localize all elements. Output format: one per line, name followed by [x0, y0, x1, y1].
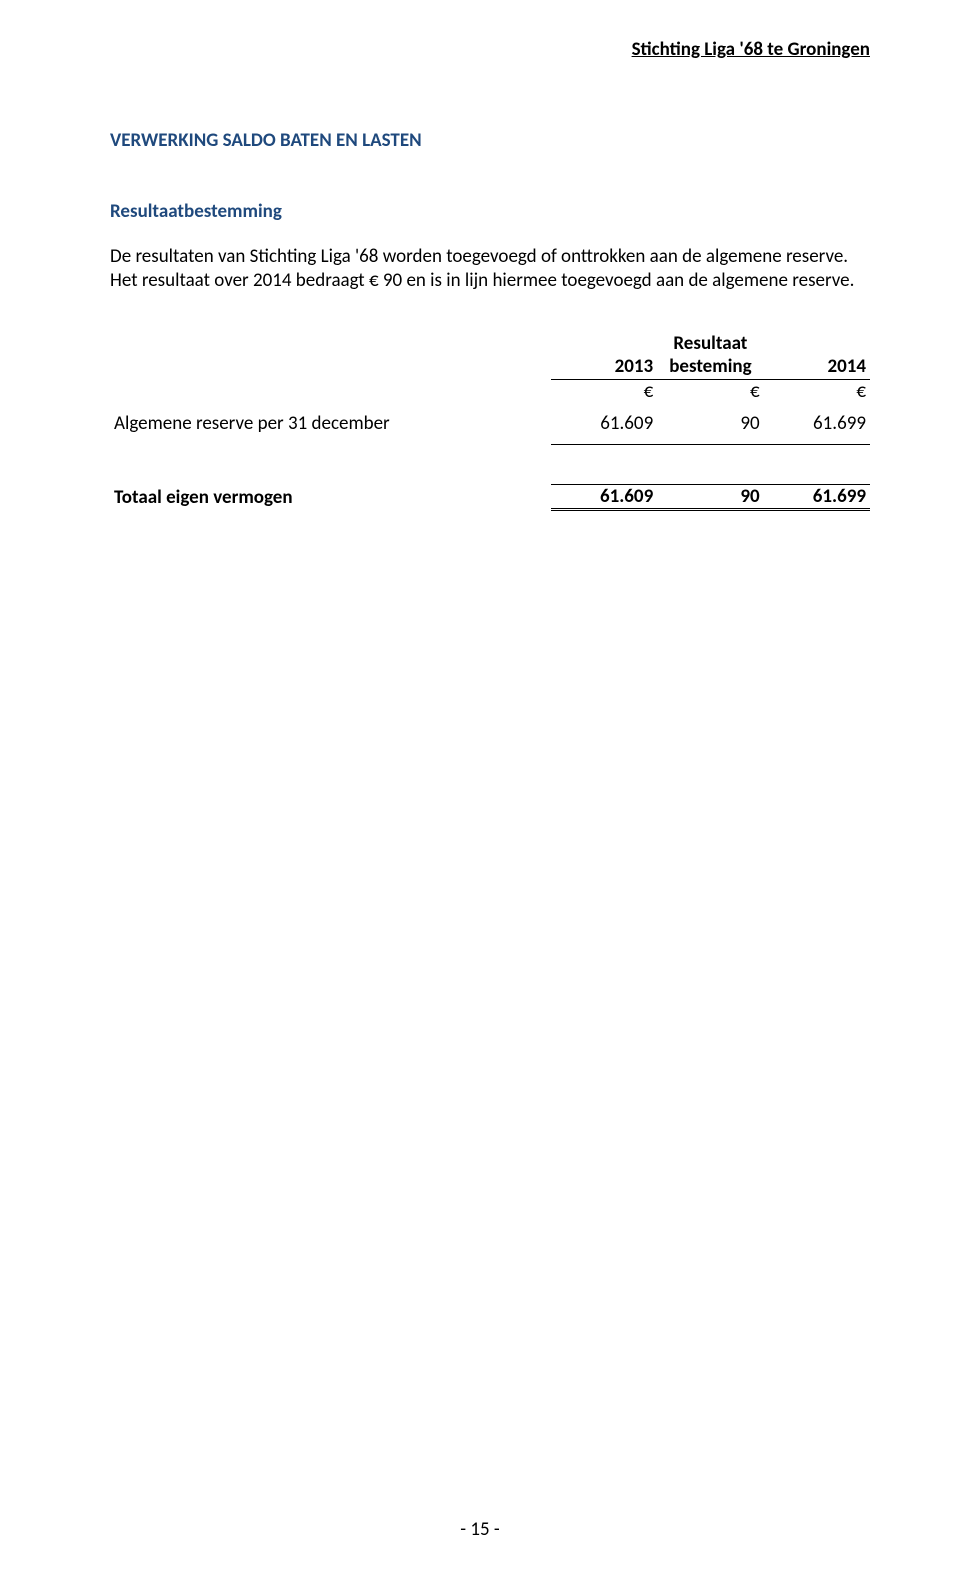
col-mid-top: Resultaat — [657, 332, 763, 356]
total-label: Totaal eigen vermogen — [110, 484, 551, 510]
header-row-2: 2013 besteming 2014 — [110, 355, 870, 379]
page-number: - 15 - — [0, 1518, 960, 1541]
euro-1: € — [551, 380, 657, 404]
row-label: Algemene reserve per 31 december — [110, 412, 551, 436]
cell-c3: 61.699 — [764, 412, 870, 436]
cell-c1: 61.609 — [551, 412, 657, 436]
col-right: 2014 — [764, 355, 870, 379]
page-container: Stichting Liga '68 te Groningen VERWERKI… — [0, 0, 960, 1581]
data-row: Algemene reserve per 31 december 61.609 … — [110, 412, 870, 436]
header-row-1: Resultaat — [110, 332, 870, 356]
currency-row: € € € — [110, 380, 870, 404]
euro-3: € — [764, 380, 870, 404]
intro-paragraph: De resultaten van Stichting Liga '68 wor… — [110, 245, 870, 294]
col-mid-bottom: besteming — [657, 355, 763, 379]
total-c1: 61.609 — [551, 484, 657, 510]
page-header: Stichting Liga '68 te Groningen — [110, 38, 870, 61]
euro-2: € — [657, 380, 763, 404]
col-left: 2013 — [551, 355, 657, 379]
total-c2: 90 — [657, 484, 763, 510]
total-row: Totaal eigen vermogen 61.609 90 61.699 — [110, 484, 870, 510]
cell-c2: 90 — [657, 412, 763, 436]
section-title: VERWERKING SALDO BATEN EN LASTEN — [110, 129, 870, 152]
section-subtitle: Resultaatbestemming — [110, 200, 870, 223]
result-table: Resultaat 2013 besteming 2014 € € € Alge… — [110, 332, 870, 512]
total-c3: 61.699 — [764, 484, 870, 510]
